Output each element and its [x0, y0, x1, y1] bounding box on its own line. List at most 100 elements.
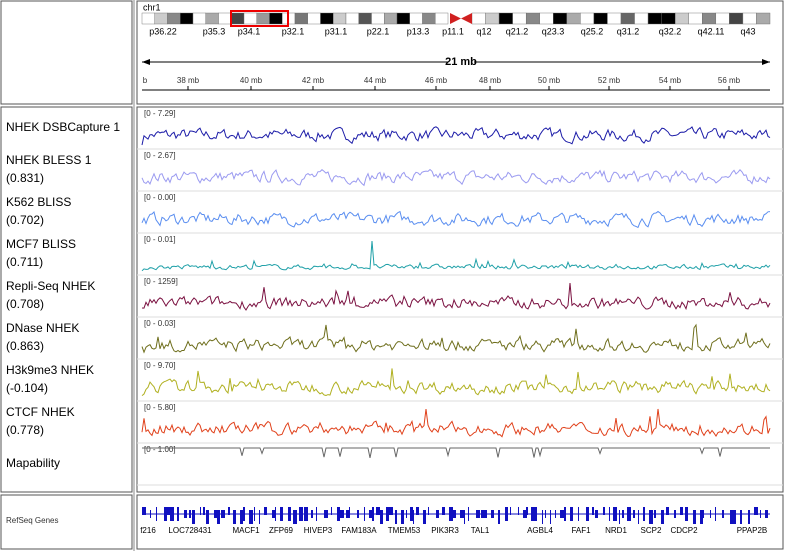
- track-name: DNase NHEK: [6, 321, 79, 335]
- gene-block: [748, 510, 750, 524]
- gene-block: [249, 510, 253, 524]
- band-label: q25.2: [581, 26, 604, 36]
- ruler-label: 50 mb: [538, 76, 561, 85]
- ideogram-band: [243, 12, 257, 25]
- ideogram-band: [661, 12, 676, 25]
- band-label: p34.1: [238, 26, 261, 36]
- gene-block: [380, 510, 383, 524]
- gene-block: [498, 510, 500, 524]
- gene-block: [510, 507, 511, 515]
- track-name: Mapability: [6, 456, 60, 470]
- band-label: p36.22: [149, 26, 177, 36]
- signal-trace: [141, 240, 771, 272]
- gene-block: [423, 510, 426, 524]
- ruler-label: 44 mb: [364, 76, 387, 85]
- gene-label: MACF1: [232, 526, 260, 535]
- ideogram-band: [167, 12, 181, 25]
- ideogram-band: [435, 12, 449, 25]
- signal-trace: [141, 126, 771, 146]
- ideogram-band: [141, 12, 155, 25]
- ideogram-band: [205, 12, 219, 25]
- gene-block: [700, 510, 703, 524]
- band-label: q12: [476, 26, 491, 36]
- gene-label: HIVEP3: [304, 526, 333, 535]
- ideogram-band: [512, 12, 527, 25]
- gene-label: LOC728431: [168, 526, 212, 535]
- gene-block: [167, 507, 170, 515]
- gene-block: [592, 507, 594, 515]
- ideogram-band: [396, 12, 410, 25]
- track-name: H3k9me3 NHEK: [6, 363, 94, 377]
- gene-block: [203, 507, 205, 515]
- gene-block: [550, 510, 551, 524]
- ideogram-band: [607, 12, 622, 25]
- band-label: p32.1: [282, 26, 305, 36]
- gene-label: FAM183A: [341, 526, 377, 535]
- gene-block: [200, 507, 201, 515]
- right-gene-panel: [136, 494, 784, 550]
- right-header-panel: [136, 0, 784, 105]
- gene-block: [442, 507, 445, 515]
- ruler-label: 46 mb: [425, 76, 448, 85]
- ideogram-band: [371, 12, 385, 25]
- right-track-panel: [136, 106, 784, 493]
- track-range: [0 - 2.67]: [144, 151, 176, 160]
- gene-block: [733, 510, 736, 524]
- gene-label: AGBL4: [527, 526, 553, 535]
- ideogram-band: [620, 12, 635, 25]
- left-header-panel: [0, 0, 133, 105]
- gene-block: [518, 507, 519, 515]
- left-gene-panel: [0, 494, 133, 550]
- band-label: q43: [740, 26, 755, 36]
- ideogram-band: [154, 12, 168, 25]
- ideogram-band: [566, 12, 581, 25]
- ideogram-band: [580, 12, 595, 25]
- signal-trace: [141, 323, 771, 354]
- gene-block: [233, 510, 236, 524]
- ideogram-band: [384, 12, 398, 25]
- gene-block: [259, 510, 260, 524]
- band-label: q21.2: [506, 26, 529, 36]
- gene-block: [416, 507, 419, 515]
- ideogram-band: [358, 12, 372, 25]
- ideogram-band: [498, 12, 513, 25]
- track-score: (0.831): [6, 171, 44, 185]
- ideogram-band: [702, 12, 717, 25]
- track-range: [0 - 0.00]: [144, 193, 176, 202]
- band-label: p13.3: [407, 26, 430, 36]
- gene-block: [228, 507, 230, 515]
- gene-block: [413, 510, 414, 524]
- gene-label: PPAP2B: [737, 526, 768, 535]
- band-label: q23.3: [542, 26, 565, 36]
- ideogram-band: [307, 12, 321, 25]
- track-score: (0.708): [6, 297, 44, 311]
- chromosome-name: chr1: [143, 2, 161, 12]
- ideogram-band: [345, 12, 359, 25]
- ideogram-band: [409, 12, 423, 25]
- signal-trace: [141, 283, 771, 311]
- ruler-label: 42 mb: [302, 76, 325, 85]
- ruler-label: b: [143, 76, 148, 85]
- track-range: [0 - 7.29]: [144, 109, 176, 118]
- gene-block: [206, 510, 209, 524]
- gene-block: [264, 507, 267, 515]
- gene-block: [619, 510, 620, 524]
- ruler-label: 56 mb: [718, 76, 741, 85]
- band-label: q32.2: [659, 26, 682, 36]
- gene-label: TAL1: [471, 526, 490, 535]
- gene-block: [542, 510, 543, 524]
- gene-block: [395, 510, 397, 524]
- ideogram-band: [320, 12, 334, 25]
- ideogram-band: [593, 12, 608, 25]
- gene-block: [526, 507, 528, 515]
- gene-block: [349, 507, 350, 515]
- gene-block: [730, 510, 734, 524]
- ideogram-band: [485, 12, 500, 25]
- signal-trace: [141, 210, 771, 229]
- band-label: p22.1: [367, 26, 390, 36]
- gene-label: SCP2: [641, 526, 662, 535]
- ruler-label: 54 mb: [659, 76, 682, 85]
- track-score: (-0.104): [6, 381, 48, 395]
- ideogram-band: [553, 12, 568, 25]
